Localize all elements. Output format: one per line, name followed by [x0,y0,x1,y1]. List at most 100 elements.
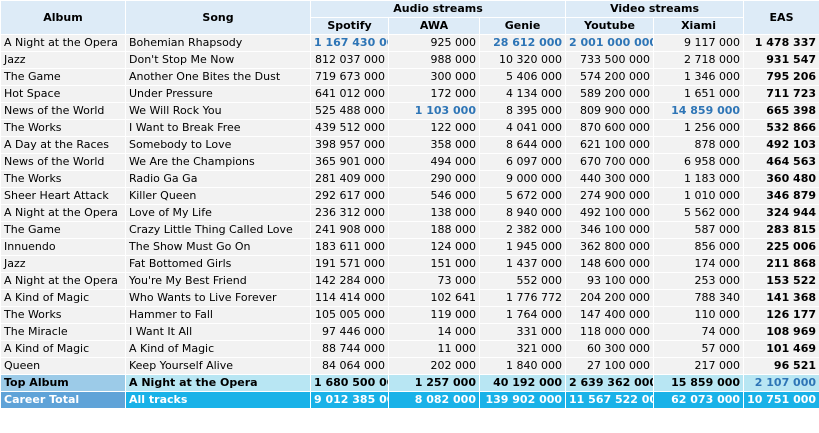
table-row: The Game Crazy Little Thing Called Love 24… [0,221,819,239]
top-album-awa: 1 257 000 [388,374,480,392]
cell-song: The Show Must Go On [125,238,311,256]
cell-song: Fat Bottomed Girls [125,255,311,273]
cell-album: News of the World [0,102,126,120]
cell-xiami: 57 000 [653,340,745,358]
cell-youtube: 93 100 000 [565,272,655,290]
career-total-spotify: 9 012 385 000 [310,391,389,409]
cell-xiami: 1 346 000 [653,68,745,86]
cell-xiami: 9 117 000 [653,34,745,52]
cell-xiami: 110 000 [653,306,745,324]
cell-awa: 73 000 [388,272,480,290]
cell-spotify: 142 284 000 [310,272,389,290]
header-album: Album [0,0,126,35]
cell-spotify: 365 901 000 [310,153,389,171]
cell-spotify: 191 571 000 [310,255,389,273]
cell-awa: 988 000 [388,51,480,69]
cell-spotify: 439 512 000 [310,119,389,137]
cell-album: The Game [0,221,126,239]
cell-genie: 2 382 000 [478,221,567,239]
cell-song: You're My Best Friend [125,272,311,290]
cell-genie: 8 644 000 [478,136,567,154]
cell-spotify: 183 611 000 [310,238,389,256]
table-row: A Night at the Opera Bohemian Rhapsody 1 1… [0,34,819,52]
cell-awa: 138 000 [388,204,480,222]
cell-album: News of the World [0,153,126,171]
cell-album: Innuendo [0,238,126,256]
cell-xiami: 174 000 [653,255,745,273]
cell-eas: 126 177 [743,306,819,324]
cell-song: Under Pressure [125,85,311,103]
table-row: The Game Another One Bites the Dust 719 67… [0,68,819,86]
cell-awa: 546 000 [388,187,480,205]
table-row: Sheer Heart Attack Killer Queen 292 617 00… [0,187,819,205]
top-album-xiami: 15 859 000 [653,374,745,392]
cell-youtube: 118 000 000 [565,323,655,341]
cell-spotify: 105 005 000 [310,306,389,324]
table-row: A Day at the Races Somebody to Love 398 95… [0,136,819,154]
career-total-tracks: All tracks [125,391,311,409]
cell-youtube: 2 001 000 000 [565,34,655,52]
cell-song: Don't Stop Me Now [125,51,311,69]
cell-awa: 11 000 [388,340,480,358]
header-song: Song [125,0,311,35]
cell-spotify: 719 673 000 [310,68,389,86]
cell-song: Crazy Little Thing Called Love [125,221,311,239]
cell-xiami: 5 562 000 [653,204,745,222]
cell-eas: 283 815 [743,221,819,239]
cell-spotify: 241 908 000 [310,221,389,239]
cell-xiami: 856 000 [653,238,745,256]
cell-xiami: 2 718 000 [653,51,745,69]
cell-xiami: 1 256 000 [653,119,745,137]
cell-awa: 290 000 [388,170,480,188]
cell-spotify: 114 414 000 [310,289,389,307]
cell-youtube: 148 600 000 [565,255,655,273]
cell-song: Another One Bites the Dust [125,68,311,86]
career-total-youtube: 11 567 522 000 [565,391,655,409]
top-album-row: Top Album A Night at the Opera 1 680 500… [0,374,819,392]
cell-genie: 1 945 000 [478,238,567,256]
cell-song: Who Wants to Live Forever [125,289,311,307]
cell-xiami: 788 340 [653,289,745,307]
cell-xiami: 6 958 000 [653,153,745,171]
cell-eas: 101 469 [743,340,819,358]
cell-genie: 5 672 000 [478,187,567,205]
cell-genie: 4 134 000 [478,85,567,103]
cell-youtube: 574 200 000 [565,68,655,86]
cell-album: A Night at the Opera [0,204,126,222]
cell-youtube: 274 900 000 [565,187,655,205]
cell-xiami: 14 859 000 [653,102,745,120]
cell-awa: 172 000 [388,85,480,103]
cell-youtube: 733 500 000 [565,51,655,69]
career-total-genie: 139 902 000 [478,391,567,409]
cell-song: Radio Ga Ga [125,170,311,188]
table-row: A Night at the Opera Love of My Life 236 3… [0,204,819,222]
cell-xiami: 74 000 [653,323,745,341]
cell-song: We Are the Champions [125,153,311,171]
cell-eas: 931 547 [743,51,819,69]
cell-spotify: 812 037 000 [310,51,389,69]
cell-eas: 795 206 [743,68,819,86]
cell-youtube: 204 200 000 [565,289,655,307]
cell-youtube: 621 100 000 [565,136,655,154]
cell-album: A Kind of Magic [0,289,126,307]
cell-eas: 324 944 [743,204,819,222]
cell-youtube: 27 100 000 [565,357,655,375]
cell-awa: 102 641 [388,289,480,307]
table-row: The Miracle I Want It All 97 446 000 14 000… [0,323,819,341]
top-album-name: A Night at the Opera [125,374,311,392]
cell-album: The Works [0,119,126,137]
cell-youtube: 346 100 000 [565,221,655,239]
header-row-services: Spotify AWA Genie Youtube Xiami [1,17,819,35]
table-row: Jazz Don't Stop Me Now 812 037 000 988 000 1… [0,51,819,69]
cell-youtube: 809 900 000 [565,102,655,120]
cell-awa: 1 103 000 [388,102,480,120]
cell-youtube: 870 600 000 [565,119,655,137]
cell-album: A Night at the Opera [0,34,126,52]
header-spotify: Spotify [310,17,389,35]
cell-genie: 321 000 [478,340,567,358]
cell-song: Love of My Life [125,204,311,222]
table-row: Innuendo The Show Must Go On 183 611 000 12… [0,238,819,256]
cell-eas: 225 006 [743,238,819,256]
header-audio-streams: Audio streams [309,0,567,18]
cell-youtube: 362 800 000 [565,238,655,256]
